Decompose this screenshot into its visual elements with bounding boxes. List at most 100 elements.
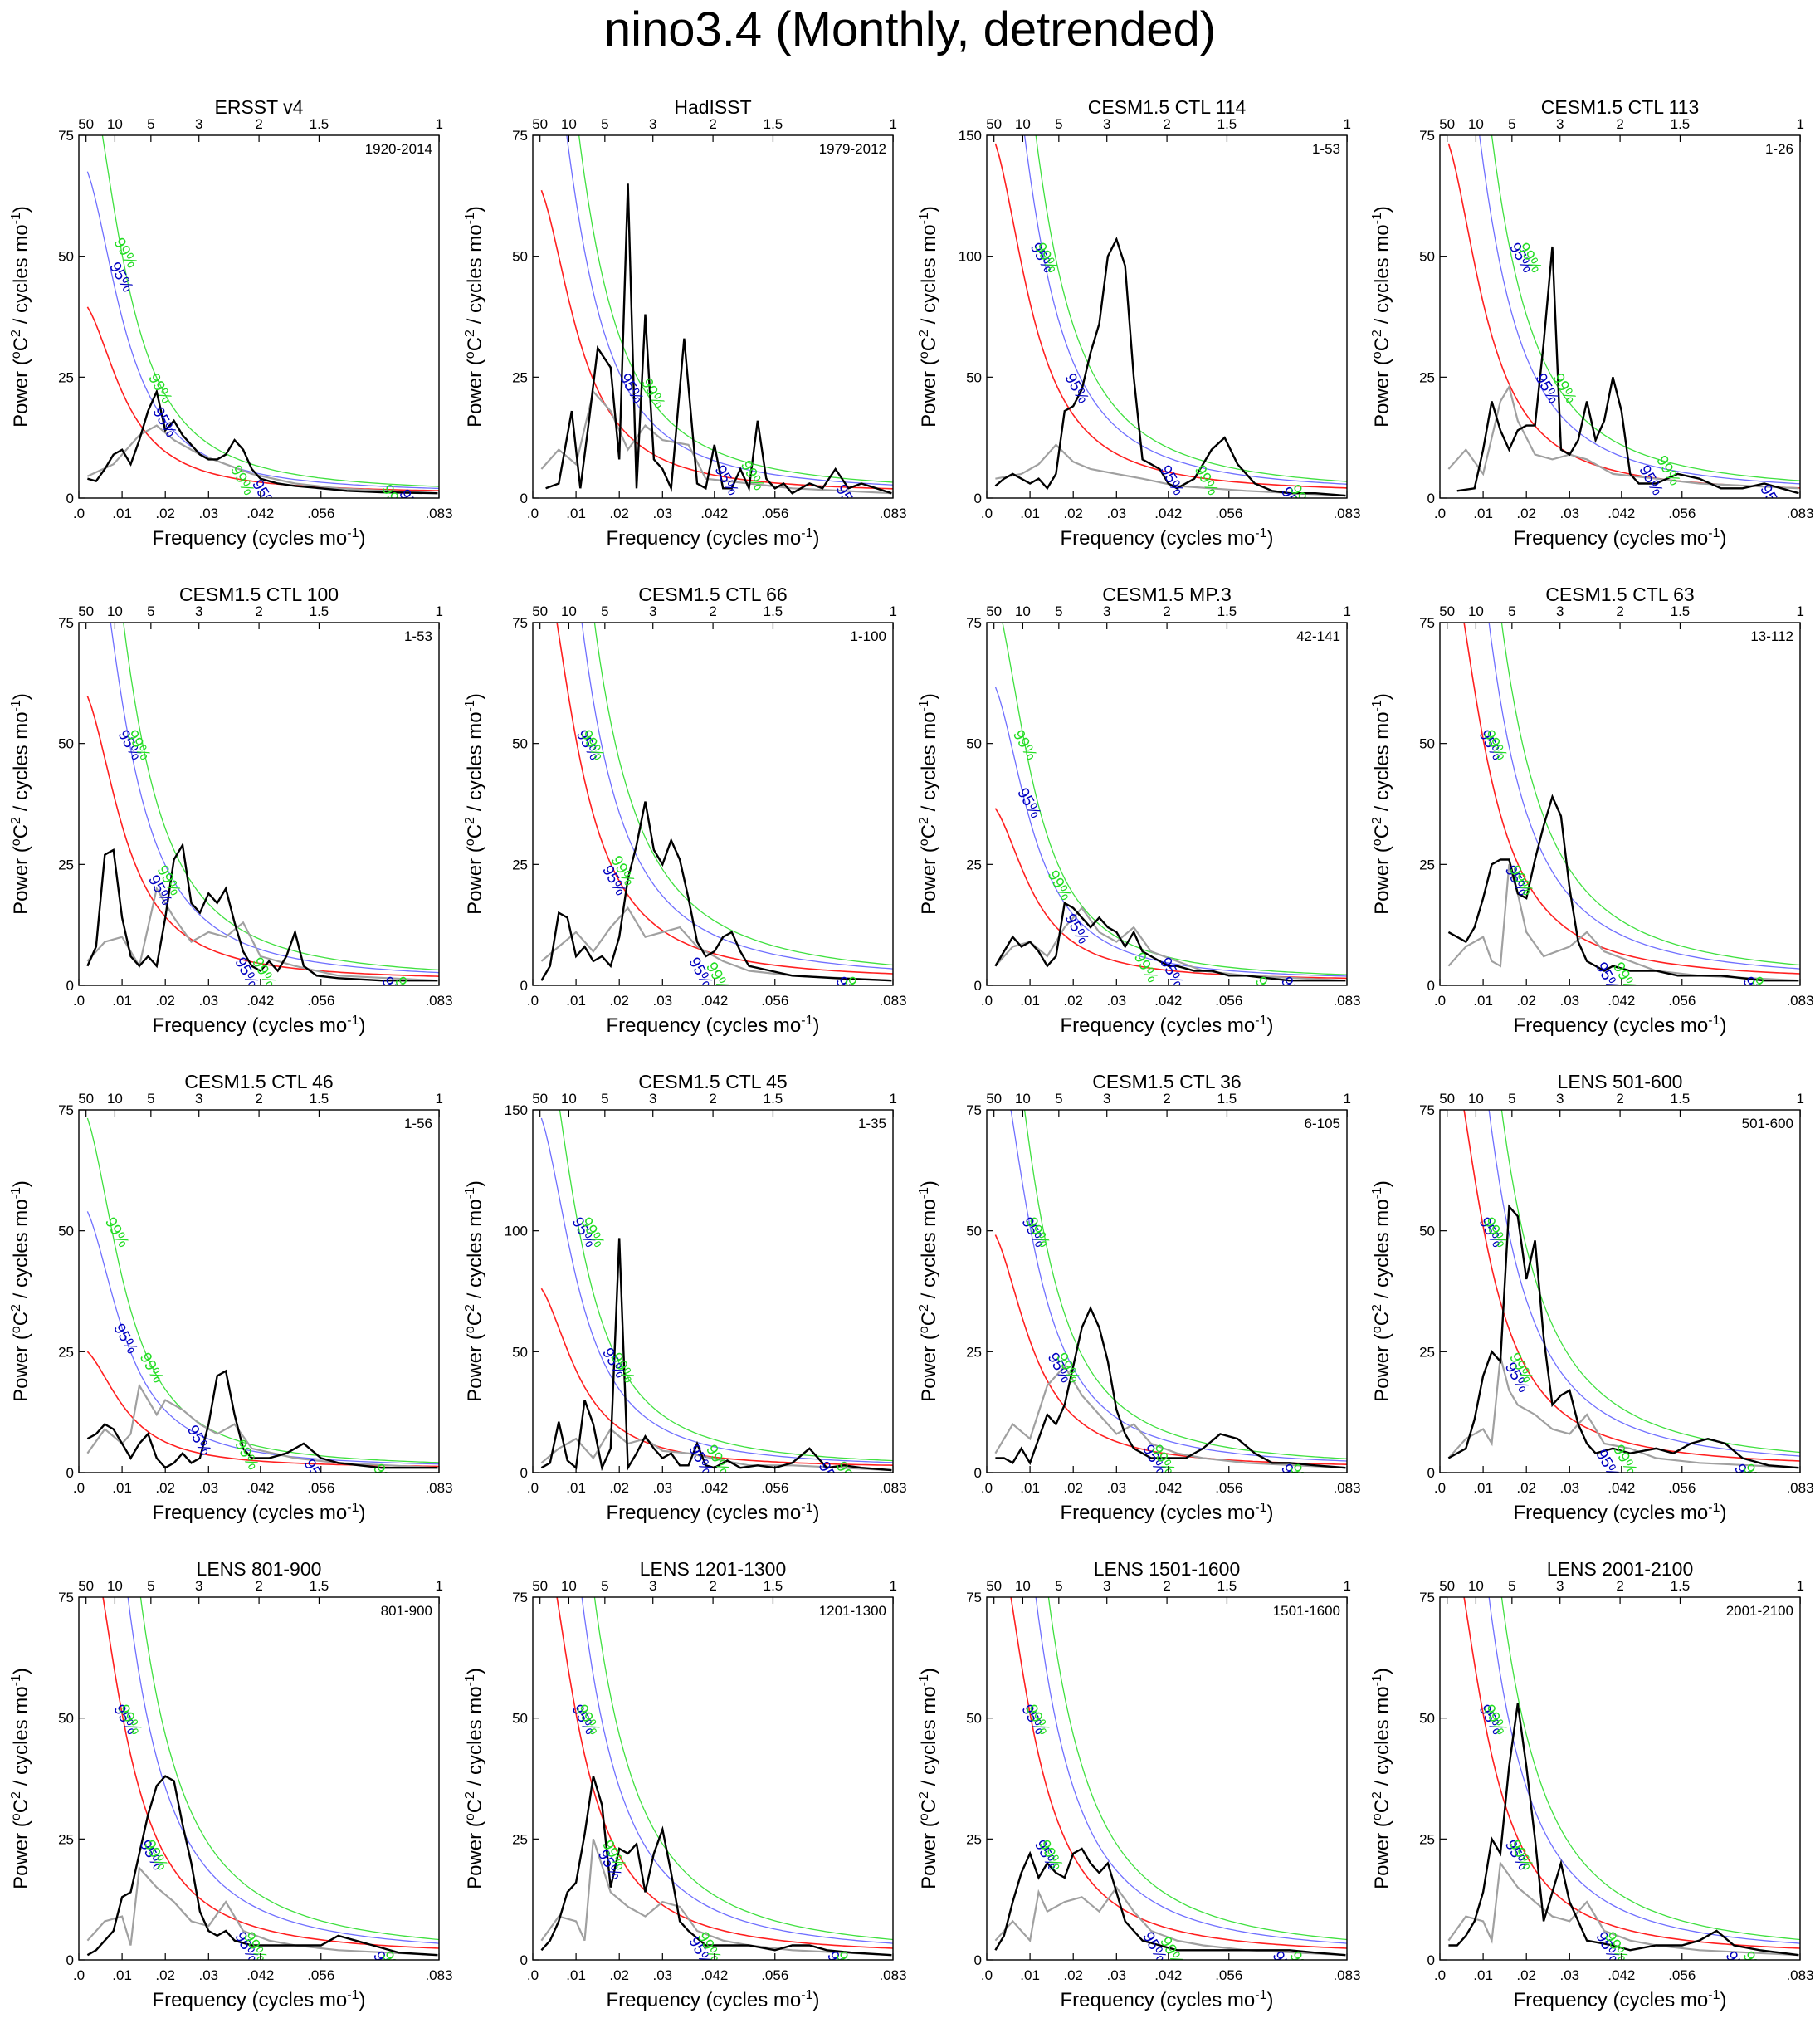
- spectrum-line: [86, 842, 438, 982]
- x-tick-label: .083: [1333, 506, 1360, 521]
- period-tick-label: 50: [532, 1578, 548, 1594]
- x-axis-label: Frequency (cycles mo-1): [607, 1988, 820, 2011]
- ci95-curve: [1488, 1597, 1800, 1944]
- x-tick-label: .042: [246, 993, 274, 1009]
- period-tick-label: 10: [107, 1578, 123, 1594]
- reference-spectrum-line: [86, 1865, 438, 1957]
- x-tick-label: .0: [981, 506, 993, 521]
- period-tick-label: 3: [1103, 1578, 1110, 1594]
- x-tick-label: .02: [155, 1480, 175, 1496]
- y-tick-label: 0: [1427, 1465, 1435, 1481]
- x-axis-label: Frequency (cycles mo-1): [153, 1501, 366, 1524]
- period-tick-label: 50: [986, 116, 1002, 132]
- ci95-label: 95%: [1061, 370, 1091, 407]
- x-tick-label: .02: [155, 506, 175, 521]
- ci99-curve: [593, 623, 893, 966]
- x-tick-label: .01: [1473, 1480, 1493, 1496]
- ci95-curve: [581, 1597, 893, 1944]
- period-tick-label: 10: [107, 1091, 123, 1107]
- period-tick-label: 10: [1015, 603, 1031, 619]
- ci99-curve: [1023, 1110, 1347, 1459]
- x-tick-label: .03: [198, 506, 218, 521]
- x-tick-label: .03: [198, 1967, 218, 1983]
- plot-frame: [1439, 622, 1801, 986]
- red-noise-curve: [556, 1597, 893, 1949]
- panel-title: CESM1.5 CTL 46: [184, 1071, 333, 1092]
- ci99-curve: [86, 1117, 439, 1463]
- y-tick-label: 25: [1419, 1831, 1435, 1847]
- spectrum-line: [995, 1305, 1346, 1469]
- period-tick-label: 1: [889, 603, 896, 619]
- x-tick-label: .056: [307, 1480, 334, 1496]
- period-label: 2001-2100: [1726, 1603, 1793, 1619]
- y-tick-label: 0: [66, 978, 74, 994]
- period-tick-label: 1.5: [1217, 1578, 1237, 1594]
- period-tick-label: 5: [1055, 1578, 1062, 1594]
- reference-spectrum-line: [1447, 384, 1799, 490]
- y-tick-label: 100: [959, 249, 982, 265]
- spectrum-panel: 95%95%95%95%99%99%99%99%.0.01.02.03.042.…: [1370, 1071, 1814, 1524]
- y-axis-label: Power (oC2 / cycles mo-1): [463, 1668, 486, 1889]
- x-tick-label: .083: [1333, 1480, 1360, 1496]
- x-tick-label: .01: [1473, 993, 1493, 1009]
- x-tick-label: .0: [73, 993, 85, 1009]
- spectrum-line: [545, 183, 892, 495]
- y-tick-label: 0: [974, 1952, 982, 1968]
- period-tick-label: 3: [649, 116, 656, 132]
- reference-spectrum-line: [86, 886, 438, 982]
- period-tick-label: 1.5: [764, 1091, 783, 1107]
- x-tick-label: .083: [425, 506, 452, 521]
- spectrum-panel: 95%95%95%95%99%99%99%99%.0.01.02.03.042.…: [463, 1071, 907, 1524]
- plot-frame: [986, 1596, 1348, 1961]
- red-noise-curve: [86, 696, 439, 977]
- y-tick-label: 0: [1427, 1952, 1435, 1968]
- period-tick-label: 2: [709, 1578, 716, 1594]
- period-label: 1920-2014: [365, 141, 432, 157]
- plot-frame: [78, 1596, 440, 1961]
- panel-title: CESM1.5 CTL 45: [638, 1071, 787, 1092]
- ci95-label: 95%: [1013, 785, 1044, 822]
- period-tick-label: 2: [1616, 116, 1623, 132]
- ci95-curve: [86, 171, 439, 490]
- y-tick-label: 75: [58, 1590, 74, 1605]
- y-axis-label: Power (oC2 / cycles mo-1): [9, 1668, 32, 1889]
- x-tick-label: .01: [112, 1480, 132, 1496]
- x-axis-label: Frequency (cycles mo-1): [1514, 1501, 1727, 1524]
- x-tick-label: .042: [246, 1967, 274, 1983]
- period-tick-label: 1: [1796, 116, 1803, 132]
- panel-title: CESM1.5 CTL 36: [1092, 1071, 1241, 1092]
- x-tick-label: .03: [652, 506, 672, 521]
- spectrum-line: [1447, 1204, 1799, 1469]
- x-tick-label: .0: [527, 1967, 539, 1983]
- period-label: 1-53: [404, 628, 432, 644]
- reference-spectrum-line: [994, 1885, 1346, 1957]
- y-tick-label: 0: [1427, 491, 1435, 506]
- period-label: 1-35: [858, 1116, 886, 1131]
- period-tick-label: 1: [1796, 603, 1803, 619]
- x-tick-label: .083: [1786, 1967, 1813, 1983]
- y-tick-label: 50: [512, 736, 528, 752]
- x-tick-label: .0: [981, 993, 993, 1009]
- period-tick-label: 2: [709, 1091, 716, 1107]
- x-tick-label: .01: [566, 1967, 586, 1983]
- y-tick-label: 0: [66, 1952, 74, 1968]
- x-tick-label: .042: [700, 506, 728, 521]
- x-tick-label: .0: [527, 506, 539, 521]
- y-tick-label: 25: [58, 369, 74, 385]
- y-tick-label: 75: [58, 1102, 74, 1118]
- panel-title: CESM1.5 MP.3: [1102, 584, 1232, 605]
- x-tick-label: .03: [652, 993, 672, 1009]
- period-label: 1-100: [851, 628, 886, 644]
- y-tick-label: 25: [966, 857, 982, 872]
- ci99-label: 99%: [144, 370, 175, 407]
- period-tick-label: 50: [78, 1578, 94, 1594]
- panel-title: LENS 801-900: [197, 1558, 322, 1580]
- x-tick-label: .042: [1608, 506, 1635, 521]
- y-tick-label: 50: [58, 1711, 74, 1727]
- y-tick-label: 50: [966, 369, 982, 385]
- x-tick-label: .01: [566, 506, 586, 521]
- y-tick-label: 0: [520, 978, 528, 994]
- x-tick-label: .056: [1215, 1967, 1242, 1983]
- ci99-label: 99%: [231, 1437, 261, 1473]
